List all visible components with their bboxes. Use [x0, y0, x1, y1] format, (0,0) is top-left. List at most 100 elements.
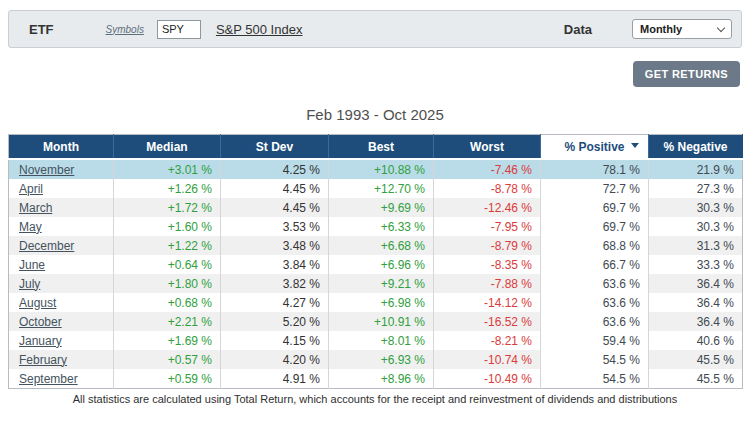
stdev-cell: 4.20 %: [221, 350, 329, 369]
negative-cell: 45.5 %: [649, 369, 743, 389]
month-link[interactable]: May: [19, 220, 42, 234]
best-cell: +6.33 %: [329, 217, 434, 236]
best-cell: +12.70 %: [329, 179, 434, 198]
month-link[interactable]: January: [19, 334, 62, 348]
best-cell: +6.98 %: [329, 293, 434, 312]
best-cell: +6.68 %: [329, 236, 434, 255]
month-cell: October: [9, 312, 114, 331]
column-header-median[interactable]: Median: [114, 135, 221, 160]
positive-cell: 63.6 %: [541, 274, 649, 293]
positive-cell: 69.7 %: [541, 198, 649, 217]
worst-cell: -14.12 %: [434, 293, 541, 312]
symbols-link[interactable]: Symbols: [106, 24, 144, 35]
column-header-stdev[interactable]: St Dev: [221, 135, 329, 160]
table-row: November+3.01 %4.25 %+10.88 %-7.46 %78.1…: [9, 159, 743, 179]
median-cell: +1.26 %: [114, 179, 221, 198]
negative-cell: 33.3 %: [649, 255, 743, 274]
median-cell: +3.01 %: [114, 159, 221, 179]
stdev-cell: 4.45 %: [221, 198, 329, 217]
get-returns-button[interactable]: GET RETURNS: [633, 61, 740, 87]
returns-table: Month Median St Dev Best Worst % Positiv…: [8, 134, 743, 389]
toolbar: ETF Symbols S&P 500 Index Data Monthly: [8, 10, 742, 48]
column-header-positive[interactable]: % Positive: [541, 135, 649, 160]
etf-label: ETF: [29, 22, 54, 37]
month-link[interactable]: March: [19, 201, 52, 215]
table-row: May+1.60 %3.53 %+6.33 %-7.95 %69.7 %30.3…: [9, 217, 743, 236]
median-cell: +1.69 %: [114, 331, 221, 350]
worst-cell: -16.52 %: [434, 312, 541, 331]
footnote: All statistics are calculated using Tota…: [0, 393, 750, 405]
stdev-cell: 4.27 %: [221, 293, 329, 312]
month-link[interactable]: December: [19, 239, 74, 253]
month-link[interactable]: October: [19, 315, 62, 329]
median-cell: +0.68 %: [114, 293, 221, 312]
table-row: July+1.80 %3.82 %+9.21 %-7.88 %63.6 %36.…: [9, 274, 743, 293]
symbol-input[interactable]: [157, 20, 201, 39]
median-cell: +0.57 %: [114, 350, 221, 369]
worst-cell: -8.35 %: [434, 255, 541, 274]
data-period-select-value: Monthly: [640, 23, 682, 35]
month-link[interactable]: August: [19, 296, 56, 310]
column-header-best[interactable]: Best: [329, 135, 434, 160]
negative-cell: 31.3 %: [649, 236, 743, 255]
median-cell: +2.21 %: [114, 312, 221, 331]
positive-cell: 63.6 %: [541, 312, 649, 331]
column-header-negative[interactable]: % Negative: [649, 135, 743, 160]
negative-cell: 21.9 %: [649, 159, 743, 179]
table-row: January+1.69 %4.15 %+8.01 %-8.21 %59.4 %…: [9, 331, 743, 350]
month-link[interactable]: April: [19, 182, 43, 196]
positive-cell: 59.4 %: [541, 331, 649, 350]
median-cell: +1.60 %: [114, 217, 221, 236]
month-link[interactable]: September: [19, 372, 78, 386]
negative-cell: 30.3 %: [649, 217, 743, 236]
positive-cell: 54.5 %: [541, 369, 649, 389]
positive-cell: 69.7 %: [541, 217, 649, 236]
month-cell: March: [9, 198, 114, 217]
month-cell: September: [9, 369, 114, 389]
table-row: March+1.72 %4.45 %+9.69 %-12.46 %69.7 %3…: [9, 198, 743, 217]
month-link[interactable]: July: [19, 277, 40, 291]
positive-cell: 66.7 %: [541, 255, 649, 274]
month-link[interactable]: June: [19, 258, 45, 272]
worst-cell: -8.21 %: [434, 331, 541, 350]
month-cell: July: [9, 274, 114, 293]
stdev-cell: 3.53 %: [221, 217, 329, 236]
table-row: June+0.64 %3.84 %+6.96 %-8.35 %66.7 %33.…: [9, 255, 743, 274]
worst-cell: -8.79 %: [434, 236, 541, 255]
data-period-select[interactable]: Monthly: [632, 19, 732, 39]
stdev-cell: 4.91 %: [221, 369, 329, 389]
data-label: Data: [564, 22, 592, 37]
month-link[interactable]: February: [19, 353, 67, 367]
best-cell: +9.69 %: [329, 198, 434, 217]
stdev-cell: 4.25 %: [221, 159, 329, 179]
table-row: August+0.68 %4.27 %+6.98 %-14.12 %63.6 %…: [9, 293, 743, 312]
worst-cell: -10.74 %: [434, 350, 541, 369]
median-cell: +0.64 %: [114, 255, 221, 274]
month-cell: June: [9, 255, 114, 274]
best-cell: +10.91 %: [329, 312, 434, 331]
worst-cell: -10.49 %: [434, 369, 541, 389]
month-cell: April: [9, 179, 114, 198]
page-title: Feb 1993 - Oct 2025: [0, 106, 750, 123]
best-cell: +9.21 %: [329, 274, 434, 293]
month-link[interactable]: November: [19, 163, 74, 177]
month-cell: November: [9, 159, 114, 179]
stdev-cell: 3.84 %: [221, 255, 329, 274]
month-cell: May: [9, 217, 114, 236]
button-row: GET RETURNS: [633, 61, 740, 87]
month-cell: January: [9, 331, 114, 350]
table-row: February+0.57 %4.20 %+6.93 %-10.74 %54.5…: [9, 350, 743, 369]
stdev-cell: 4.45 %: [221, 179, 329, 198]
stdev-cell: 3.82 %: [221, 274, 329, 293]
returns-table-header: Month Median St Dev Best Worst % Positiv…: [9, 135, 743, 160]
best-cell: +6.93 %: [329, 350, 434, 369]
column-header-month[interactable]: Month: [9, 135, 114, 160]
stdev-cell: 5.20 %: [221, 312, 329, 331]
best-cell: +8.96 %: [329, 369, 434, 389]
median-cell: +1.72 %: [114, 198, 221, 217]
index-name-link[interactable]: S&P 500 Index: [216, 22, 303, 37]
month-cell: August: [9, 293, 114, 312]
best-cell: +8.01 %: [329, 331, 434, 350]
negative-cell: 36.4 %: [649, 312, 743, 331]
column-header-worst[interactable]: Worst: [434, 135, 541, 160]
